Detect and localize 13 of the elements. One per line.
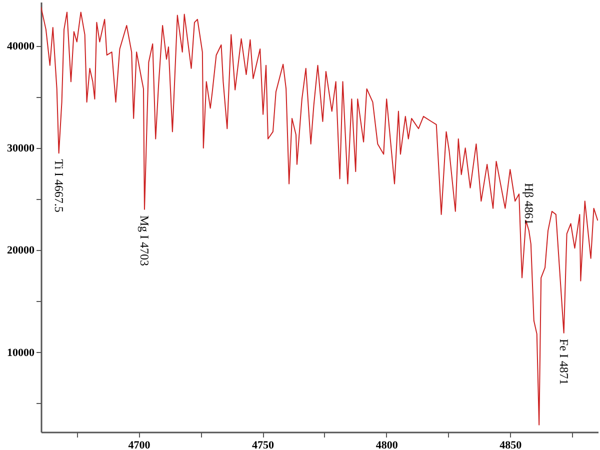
x-tick-label: 4800 [376, 440, 398, 450]
x-tick-label: 4850 [500, 440, 522, 450]
x-tick-label: 4750 [252, 440, 275, 450]
annotation: Ti I 4667.5 [52, 159, 66, 212]
annotation: Mg I 4703 [137, 215, 152, 266]
annotation: Hβ 4861 [522, 183, 536, 225]
y-tick-label: 40000 [7, 40, 35, 52]
line-series [41, 6, 598, 426]
y-tick-label: 10000 [7, 346, 35, 359]
y-tick-label: 30000 [7, 142, 35, 155]
y-tick-label: 20000 [7, 244, 35, 257]
annotation: Fe I 4871 [556, 338, 571, 385]
x-tick-label: 4700 [128, 440, 151, 450]
